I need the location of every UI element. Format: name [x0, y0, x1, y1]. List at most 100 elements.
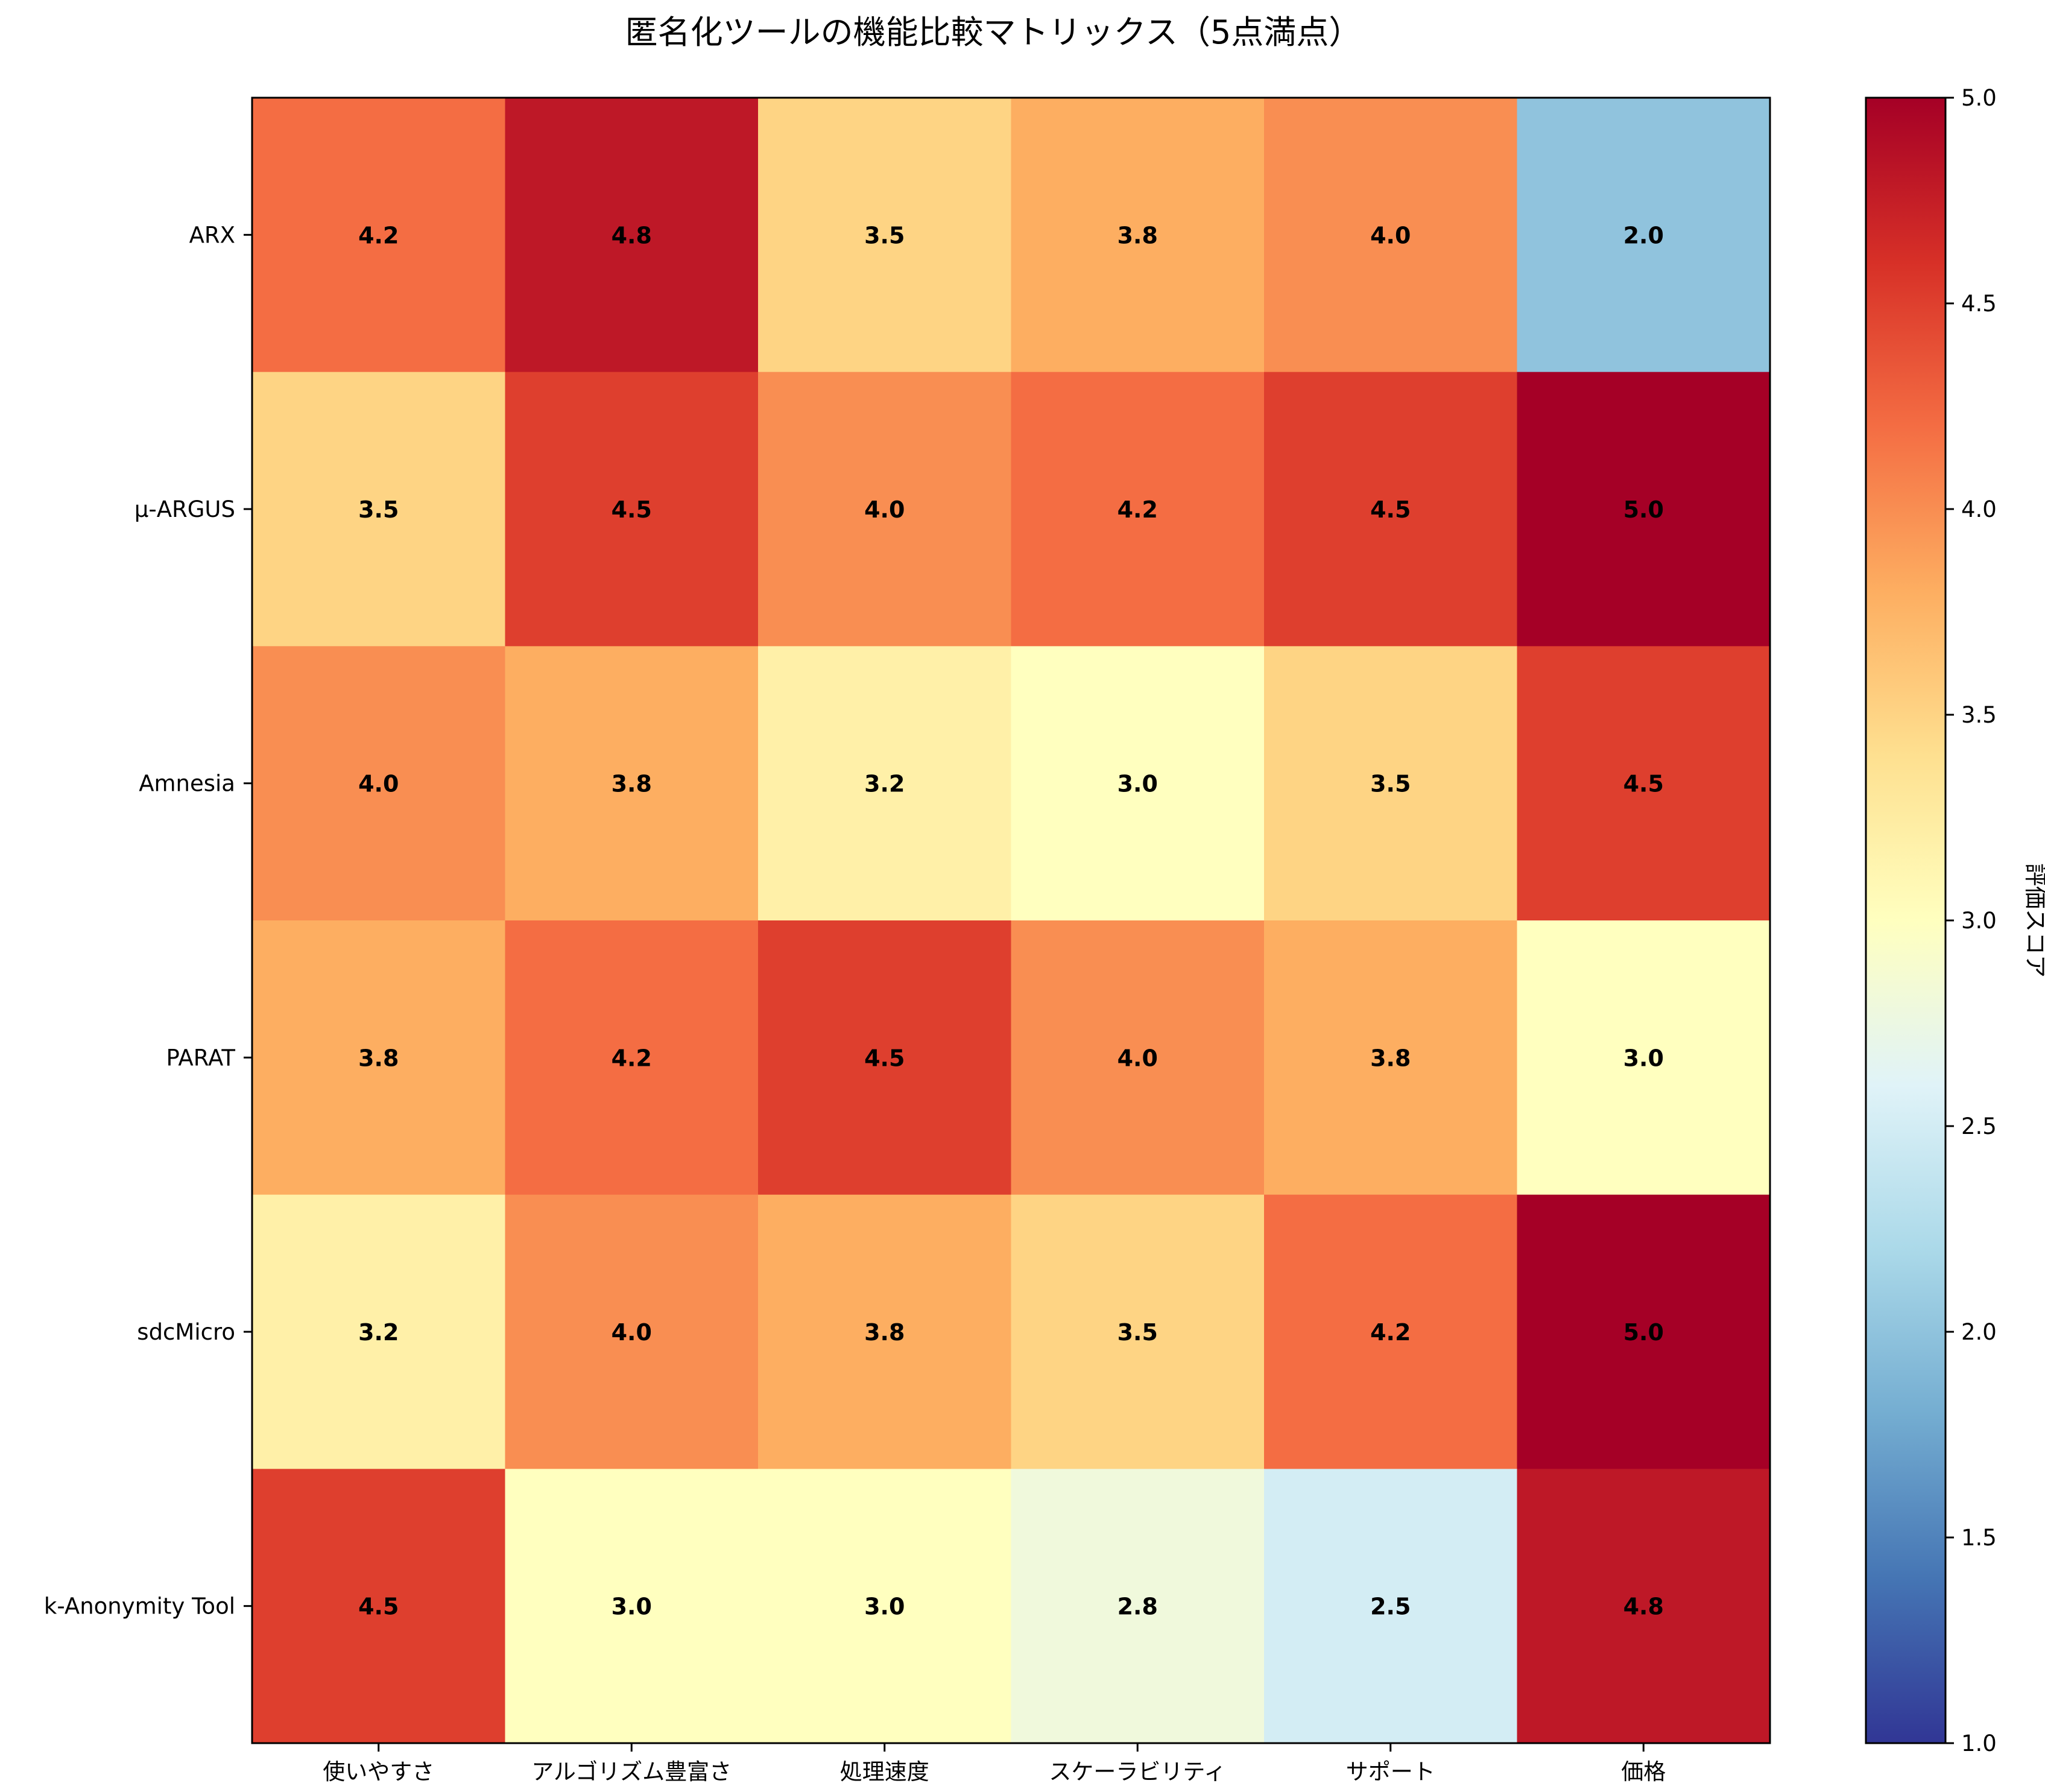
- heatmap-cell: [252, 1469, 505, 1744]
- cell-value-label: 4.2: [612, 1045, 652, 1071]
- heatmap-cell: [758, 98, 1011, 373]
- heatmap-cell: [505, 920, 759, 1195]
- cell-value-label: 4.0: [1117, 1045, 1158, 1071]
- heatmap-cell: [1264, 1469, 1517, 1744]
- colorbar-tick-label: 1.0: [1961, 1730, 1997, 1756]
- heatmap-cell: [252, 1194, 505, 1469]
- cell-value-label: 5.0: [1623, 1319, 1664, 1346]
- heatmap-cell: [1517, 920, 1771, 1195]
- cell-value-label: 4.2: [1117, 496, 1158, 523]
- colorbar-tick-label: 4.5: [1961, 291, 1997, 317]
- chart-title: 匿名化ツールの機能比較マトリックス（5点満点）: [625, 13, 1362, 51]
- colorbar-tick-label: 3.0: [1961, 908, 1997, 934]
- row-label: sdcMicro: [137, 1319, 235, 1345]
- cell-value-label: 3.0: [1623, 1045, 1664, 1071]
- colorbar-tick-label: 2.5: [1961, 1113, 1997, 1139]
- heatmap-cell: [505, 1194, 759, 1469]
- cell-value-label: 4.5: [612, 496, 652, 523]
- cell-value-label: 4.5: [1623, 771, 1664, 797]
- cell-value-label: 4.5: [1370, 496, 1411, 523]
- row-label: Amnesia: [139, 771, 235, 797]
- heatmap-cell: [1011, 1194, 1265, 1469]
- row-label: PARAT: [166, 1045, 235, 1071]
- column-label: 処理速度: [840, 1759, 929, 1785]
- cell-value-label: 3.0: [612, 1594, 652, 1620]
- heatmap-cell: [1011, 98, 1265, 373]
- cell-value-label: 4.5: [864, 1045, 905, 1071]
- heatmap-cell: [1517, 1469, 1771, 1744]
- cell-value-label: 4.0: [358, 771, 399, 797]
- colorbar-tick-label: 5.0: [1961, 85, 1997, 111]
- heatmap-cell: [252, 920, 505, 1195]
- cell-value-label: 3.5: [864, 222, 905, 249]
- colorbar-tick-label: 4.0: [1961, 496, 1997, 522]
- heatmap-cell: [1011, 920, 1265, 1195]
- cell-value-label: 2.5: [1370, 1594, 1411, 1620]
- heatmap-cell: [1517, 646, 1771, 921]
- row-labels: ARX μ-ARGUS Amnesia PARAT sdcMicro k-Anonymit…: [44, 222, 252, 1619]
- column-labels: 使いやすさ アルゴリズム豊富さ 処理速度 スケーラビリティ サポート 価格: [323, 1743, 1666, 1785]
- cell-value-label: 3.8: [1117, 222, 1158, 249]
- heatmap-cell: [758, 1469, 1011, 1744]
- heatmap-cell: [758, 646, 1011, 921]
- colorbar: [1865, 97, 1947, 1744]
- heatmap-cell: [252, 98, 505, 373]
- heatmap-cell: [758, 920, 1011, 1195]
- heatmap-cell: [1264, 98, 1517, 373]
- heatmap-cell: [1517, 1194, 1771, 1469]
- cell-value-label: 3.8: [864, 1319, 905, 1346]
- heatmap-cell: [505, 1469, 759, 1744]
- cell-value-label: 3.0: [864, 1594, 905, 1620]
- heatmap-cell: [1264, 1194, 1517, 1469]
- column-label: アルゴリズム豊富さ: [531, 1759, 732, 1785]
- row-label: k-Anonymity Tool: [44, 1594, 235, 1619]
- heatmap-cell: [1517, 98, 1771, 373]
- cell-value-label: 5.0: [1623, 496, 1664, 523]
- cell-value-label: 4.8: [1623, 1594, 1664, 1620]
- colorbar-label: 評価スコア: [2022, 863, 2045, 978]
- cell-value-label: 3.8: [612, 771, 652, 797]
- heatmap-cell: [505, 646, 759, 921]
- heatmap-cell: [758, 1194, 1011, 1469]
- heatmap-cell: [758, 372, 1011, 647]
- heatmap-cell: [1517, 372, 1771, 647]
- cell-value-label: 4.0: [612, 1319, 652, 1346]
- column-label: スケーラビリティ: [1049, 1759, 1226, 1785]
- colorbar-tick-label: 1.5: [1961, 1525, 1997, 1551]
- heatmap-cell: [1011, 1469, 1265, 1744]
- heatmap-cell: [252, 372, 505, 647]
- heatmap-cell: [1264, 372, 1517, 647]
- heatmap-cell: [1011, 372, 1265, 647]
- column-label: サポート: [1346, 1759, 1435, 1785]
- heatmap-value-labels: 4.2 4.8 3.5 3.8 4.0 2.0 3.5 4.5 4.0 4.2 4.5 5.0 4.0 3…: [358, 222, 1664, 1619]
- row-label: ARX: [189, 222, 235, 248]
- heatmap-cells: [252, 98, 1771, 1744]
- cell-value-label: 2.0: [1623, 222, 1664, 249]
- colorbar-ticks: 1.0 1.5 2.0 2.5 3.0 3.5 4.0 4.5 5.0: [1945, 85, 1997, 1756]
- colorbar-tick-label: 3.5: [1961, 702, 1997, 728]
- cell-value-label: 2.8: [1117, 1594, 1158, 1620]
- cell-value-label: 3.2: [358, 1319, 399, 1346]
- cell-value-label: 3.8: [1370, 1045, 1411, 1071]
- cell-value-label: 3.5: [1370, 771, 1411, 797]
- heatmap-cell: [252, 646, 505, 921]
- colorbar-tick-label: 2.0: [1961, 1319, 1997, 1345]
- row-label: μ-ARGUS: [134, 496, 235, 522]
- heatmap-cell: [505, 372, 759, 647]
- cell-value-label: 3.8: [358, 1045, 399, 1071]
- cell-value-label: 4.2: [1370, 1319, 1411, 1346]
- cell-value-label: 3.0: [1117, 771, 1158, 797]
- plot-frame: [251, 97, 1771, 1744]
- cell-value-label: 4.8: [612, 222, 652, 249]
- cell-value-label: 3.5: [358, 496, 399, 523]
- cell-value-label: 3.2: [864, 771, 905, 797]
- cell-value-label: 4.0: [864, 496, 905, 523]
- cell-value-label: 4.2: [358, 222, 399, 249]
- cell-value-label: 3.5: [1117, 1319, 1158, 1346]
- cell-value-label: 4.5: [358, 1594, 399, 1620]
- column-label: 価格: [1621, 1759, 1666, 1785]
- column-label: 使いやすさ: [323, 1759, 434, 1785]
- heatmap-cell: [1264, 920, 1517, 1195]
- cell-value-label: 4.0: [1370, 222, 1411, 249]
